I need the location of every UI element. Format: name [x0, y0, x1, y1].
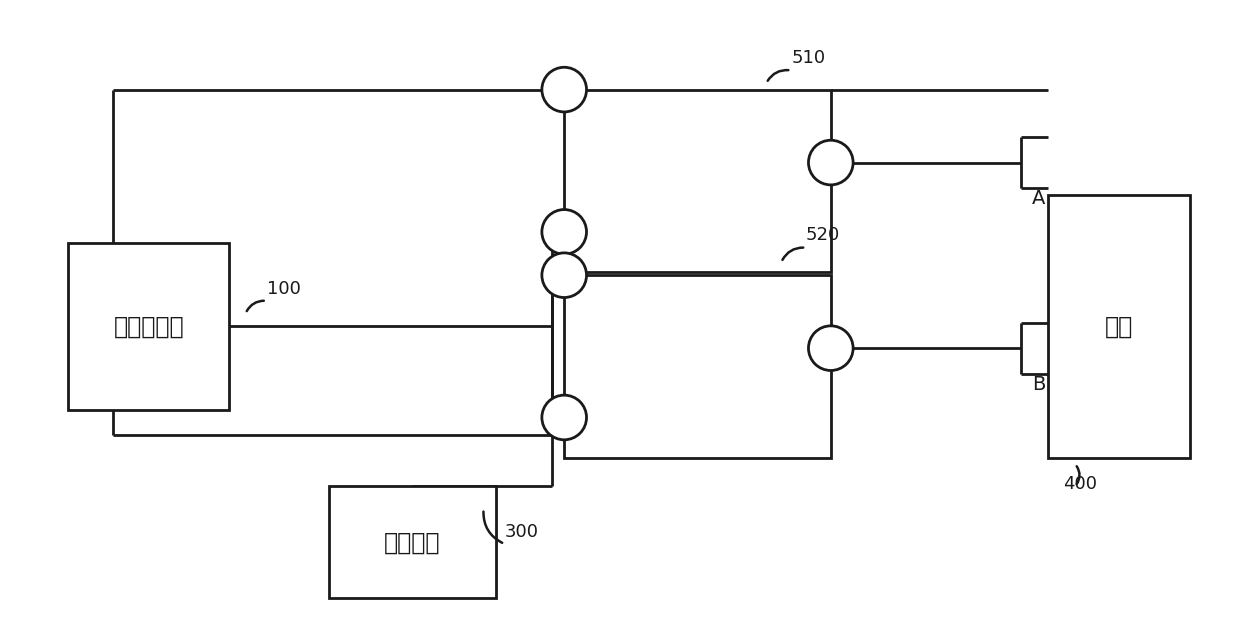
- Bar: [564, 275, 831, 458]
- Text: 检测电路: 检测电路: [384, 531, 440, 554]
- Bar: [564, 90, 831, 272]
- Text: 100: 100: [267, 280, 300, 298]
- Ellipse shape: [542, 209, 587, 254]
- Text: 300: 300: [505, 523, 538, 541]
- Ellipse shape: [542, 67, 587, 112]
- Bar: [329, 486, 496, 598]
- Ellipse shape: [808, 140, 853, 185]
- Text: 电压源模块: 电压源模块: [114, 314, 184, 339]
- Ellipse shape: [808, 326, 853, 371]
- Text: B: B: [1032, 374, 1045, 394]
- Text: 400: 400: [1063, 475, 1096, 493]
- Ellipse shape: [542, 395, 587, 440]
- Bar: [1048, 195, 1190, 458]
- Text: A: A: [1032, 189, 1045, 208]
- Text: 510: 510: [791, 49, 826, 67]
- Ellipse shape: [542, 253, 587, 298]
- Text: 520: 520: [806, 227, 841, 244]
- Bar: [68, 243, 229, 410]
- Text: 接口: 接口: [1105, 314, 1133, 339]
